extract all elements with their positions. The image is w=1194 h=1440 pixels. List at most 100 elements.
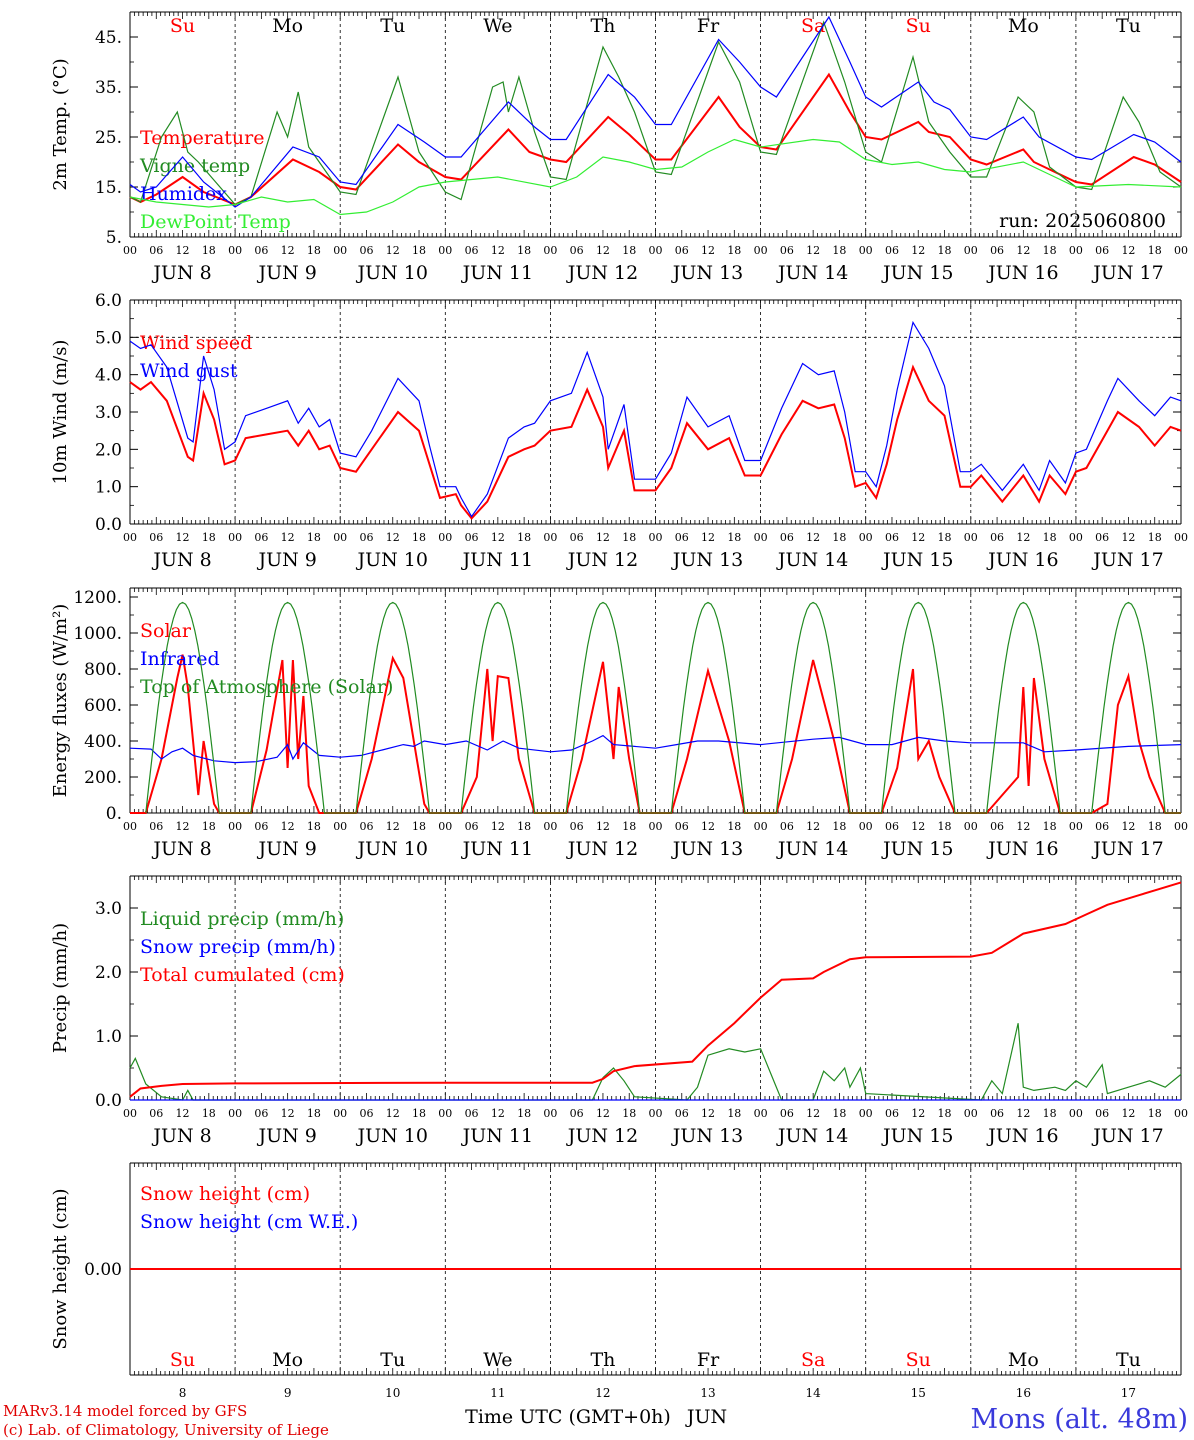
hour-tick-label: 18 (307, 244, 321, 257)
hour-tick-label: 00 (1174, 820, 1188, 833)
hour-tick-label: 18 (938, 820, 952, 833)
hour-tick-label: 06 (149, 820, 163, 833)
hour-tick-label: 12 (386, 820, 400, 833)
legend-entry: Solar (140, 620, 192, 642)
y-tick-label: 6.0 (95, 291, 122, 311)
date-label: JUN 16 (986, 1125, 1058, 1147)
hour-tick-label: 18 (1043, 1107, 1057, 1120)
station-name: Mons (alt. 48m) (970, 1404, 1188, 1435)
day-name-label: We (483, 1349, 512, 1371)
day-name-label: Th (590, 1349, 615, 1371)
legend-entry: DewPoint Temp (140, 211, 291, 233)
hour-tick-label: 12 (596, 244, 610, 257)
hour-tick-label: 06 (254, 820, 268, 833)
hour-tick-label: 00 (543, 531, 557, 544)
y-tick-label: 45. (95, 28, 122, 48)
y-tick-label: 25. (95, 128, 122, 148)
y-axis: 5. 15. 25. 35. 45. 2m Temp. (°C) (50, 28, 1181, 248)
hour-tick-label: 00 (649, 531, 663, 544)
legend-entry: Wind speed (140, 332, 252, 354)
hour-tick-label: 00 (649, 820, 663, 833)
hour-tick-label: 18 (622, 820, 636, 833)
y-tick-label: 5.0 (95, 328, 122, 348)
hour-tick-label: 06 (149, 1107, 163, 1120)
y-tick-label: 5. (106, 228, 122, 248)
hour-tick-label: 00 (1174, 531, 1188, 544)
hour-tick-label: 18 (832, 1107, 846, 1120)
date-label: JUN 13 (671, 262, 743, 284)
hour-tick-label: 18 (832, 244, 846, 257)
y-tick-label: 200. (84, 768, 122, 788)
hour-tick-label: 12 (1016, 1107, 1030, 1120)
hour-tick-label: 18 (202, 531, 216, 544)
hour-tick-label: 18 (412, 820, 426, 833)
hour-tick-label: 12 (911, 531, 925, 544)
legend-entry: Wind gust (140, 360, 238, 382)
hour-tick-label: 00 (228, 820, 242, 833)
day-name-label: Fr (697, 1349, 720, 1371)
hour-tick-label: 18 (727, 1107, 741, 1120)
hour-tick-label: 00 (333, 244, 347, 257)
hour-tick-label: 12 (701, 1107, 715, 1120)
legend-entry: Temperature (140, 127, 264, 149)
y-tick-label: 800. (84, 660, 122, 680)
date-label: JUN 16 (986, 549, 1058, 571)
time-axis-label: Time UTC (GMT+0h) (465, 1406, 671, 1428)
hour-tick-label: 00 (859, 1107, 873, 1120)
day-name-label: Sa (801, 1349, 825, 1371)
date-label: JUN 10 (356, 549, 428, 571)
hour-tick-label: 18 (938, 1107, 952, 1120)
y-axis-label: 2m Temp. (°C) (50, 58, 71, 190)
date-label: JUN 15 (881, 262, 953, 284)
hour-tick-label: 00 (1174, 1107, 1188, 1120)
date-label: JUN 12 (566, 549, 638, 571)
hour-tick-label: 12 (491, 1107, 505, 1120)
y-tick-label: 400. (84, 732, 122, 752)
hour-tick-label: 12 (176, 531, 190, 544)
hour-tick-label: 18 (1148, 820, 1162, 833)
hour-tick-label: 00 (754, 1107, 768, 1120)
y-tick-label: 1200. (73, 588, 122, 608)
hour-tick-label: 06 (990, 820, 1004, 833)
hour-tick-label: 00 (543, 1107, 557, 1120)
hour-tick-label: 00 (859, 531, 873, 544)
hour-tick-label: 00 (123, 244, 137, 257)
hour-tick-label: 06 (359, 820, 373, 833)
legend-entry: Top of Atmosphere (Solar) (140, 676, 393, 698)
hour-tick-label: 06 (675, 531, 689, 544)
hour-tick-label: 18 (938, 531, 952, 544)
hour-tick-label: 18 (622, 244, 636, 257)
day-number-label: 17 (1121, 1386, 1136, 1400)
hour-tick-label: 06 (570, 531, 584, 544)
series-line-total-cumulated-cm (129, 881, 1182, 1098)
hour-tick-label: 12 (281, 531, 295, 544)
day-name-label: Mo (272, 1349, 303, 1371)
time-axis: 00 06 12 18 00 06 12 18 00 06 12 18 00 06 12 18 00 06 12 18… (123, 244, 1188, 284)
hour-tick-label: 18 (412, 1107, 426, 1120)
hour-tick-label: 18 (412, 531, 426, 544)
hour-tick-label: 12 (701, 531, 715, 544)
hour-tick-label: 18 (307, 1107, 321, 1120)
y-tick-label: 2.0 (95, 963, 122, 983)
panel-frame (129, 11, 1182, 238)
y-tick-label: 1000. (73, 624, 122, 644)
hour-tick-label: 06 (465, 244, 479, 257)
hour-tick-label: 18 (1148, 531, 1162, 544)
date-label: JUN 12 (566, 262, 638, 284)
hour-tick-label: 06 (675, 820, 689, 833)
date-label: JUN 15 (881, 838, 953, 860)
hour-tick-label: 18 (202, 244, 216, 257)
hour-tick-label: 06 (990, 531, 1004, 544)
hour-tick-label: 06 (675, 244, 689, 257)
hour-tick-label: 12 (386, 1107, 400, 1120)
hour-tick-label: 00 (123, 1107, 137, 1120)
hour-tick-label: 12 (176, 1107, 190, 1120)
hour-tick-label: 06 (780, 1107, 794, 1120)
day-name-label: Fr (697, 15, 720, 37)
y-tick-label: 1.0 (95, 1027, 122, 1047)
date-label: JUN 16 (986, 838, 1058, 860)
hour-tick-label: 06 (780, 820, 794, 833)
day-name-label: Su (906, 15, 931, 37)
hour-tick-label: 12 (1016, 820, 1030, 833)
